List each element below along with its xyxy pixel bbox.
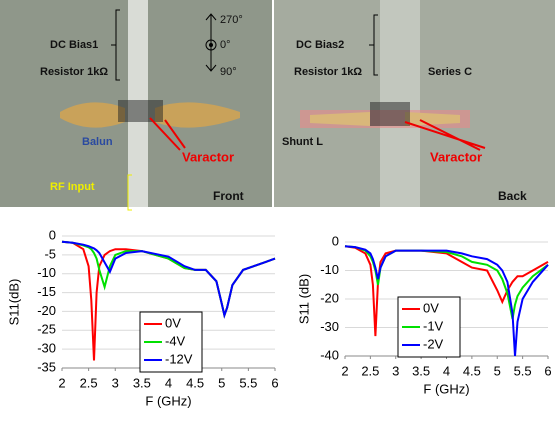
series-line [344,245,549,357]
label: Back [498,189,527,203]
label: RF Input [50,181,95,193]
x-axis-label: F (GHz) [145,393,191,408]
label: Balun [82,136,113,148]
x-tick-label: 2 [58,375,65,390]
x-axis-label: F (GHz) [423,381,469,396]
y-tick-label: -10 [37,265,56,280]
brace [111,9,120,81]
label: Resistor 1kΩ [40,66,108,78]
y-tick-label: 0 [332,233,339,248]
x-tick-label: 3.5 [412,363,430,378]
legend-label: -4V [165,333,186,348]
series-line [344,245,549,337]
x-tick-label: 4.5 [463,363,481,378]
circuit [370,102,410,126]
label: Shunt L [282,136,323,148]
x-tick-label: 3 [112,375,119,390]
x-tick-label: 6 [271,375,278,390]
y-tick-label: 0 [49,227,56,242]
y-tick-label: -20 [37,303,56,318]
x-tick-label: 5.5 [514,363,532,378]
label: 270° [220,14,243,26]
x-tick-label: 5 [494,363,501,378]
legend-label: 0V [423,300,439,315]
y-tick-label: -40 [320,347,339,362]
legend-label: -2V [423,336,444,351]
circuit [118,100,163,122]
arrow [149,117,486,151]
legend-label: -12V [165,351,193,366]
y-tick-label: -5 [44,246,56,261]
dipole [310,112,460,126]
legend-label: -1V [423,318,444,333]
label: Varactor [182,149,234,164]
legend-label: 0V [165,315,181,330]
x-tick-label: 5 [218,375,225,390]
brace [369,14,378,76]
x-tick-label: 3.5 [133,375,151,390]
x-tick-label: 4 [443,363,450,378]
label: DC Bias2 [296,39,344,51]
series-line [61,240,276,319]
dot [205,39,217,51]
y-tick-label: -20 [320,290,339,305]
label: Series C [428,66,472,78]
label: DC Bias1 [50,39,98,51]
x-tick-label: 2.5 [361,363,379,378]
y-tick-label: -15 [37,284,56,299]
x-tick-label: 6 [544,363,551,378]
y-tick-label: -30 [320,319,339,334]
x-tick-label: 2 [341,363,348,378]
brace [127,174,132,211]
label: 90° [220,66,237,78]
dot [209,43,213,47]
y-tick-label: -10 [320,262,339,277]
label: Varactor [430,149,482,164]
x-tick-label: 5.5 [239,375,257,390]
y-axis-label: S11 (dB) [296,274,311,324]
arrow [205,13,217,72]
x-tick-label: 3 [392,363,399,378]
x-tick-label: 4.5 [186,375,204,390]
x-tick-label: 2.5 [80,375,98,390]
y-axis-label: S11(dB) [6,279,21,326]
label: 0° [220,39,231,51]
label: Front [213,189,244,203]
series-line [61,240,276,319]
y-tick-label: -25 [37,322,56,337]
x-tick-label: 4 [165,375,172,390]
y-tick-label: -30 [37,341,56,356]
label: Resistor 1kΩ [294,66,362,78]
photo: DC Bias1 270° 0° 90° Resistor 1kΩ Balun … [0,0,555,211]
y-tick-label: -35 [37,359,56,374]
dipole [60,102,240,128]
